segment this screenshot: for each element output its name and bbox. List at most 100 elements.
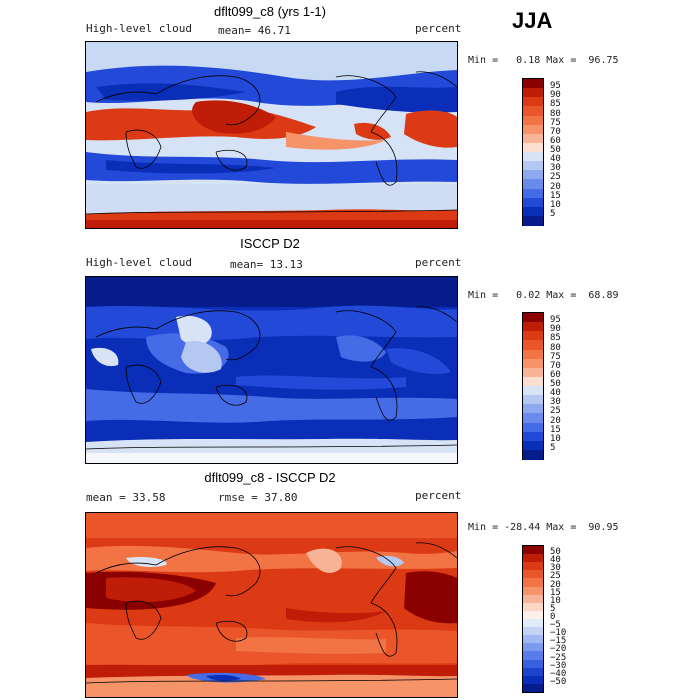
colorbar-tick-label: 0 (550, 612, 556, 622)
colorbar-tick-label: 50 (550, 547, 561, 558)
colorbar-swatch (523, 331, 543, 341)
colorbar-swatch (523, 675, 543, 685)
colorbar-swatch (523, 188, 543, 199)
panel1-colorbar: 95 90 85 80 75 70 60 50 40 30 25 20 15 10 5 (522, 78, 582, 226)
colorbar-tick-label: 60 (550, 369, 561, 380)
colorbar-tick-label: 90 (550, 324, 561, 335)
colorbar-tick-label: 95 (550, 315, 561, 326)
panel2-colorbar: 95 90 85 80 75 70 60 50 40 30 25 20 15 10 5 (522, 312, 582, 460)
colorbar-tick-label: 10 (550, 595, 561, 606)
panel1-variable-label: High-level cloud (86, 22, 192, 35)
colorbar-tick-label: 85 (550, 99, 561, 110)
colorbar-swatch (523, 422, 543, 433)
colorbar-swatch (523, 578, 543, 588)
colorbar-swatch (523, 106, 543, 116)
colorbar-swatch (523, 322, 543, 332)
colorbar-swatch (523, 683, 543, 693)
colorbar-tick-label: 5 (550, 442, 556, 453)
colorbar-tick-label: 30 (550, 563, 561, 574)
colorbar-swatch (523, 546, 543, 555)
colorbar-swatch (523, 610, 543, 620)
panel2-map (85, 276, 458, 464)
colorbar-swatch (523, 440, 543, 451)
colorbar-tick-label: 20 (550, 579, 561, 590)
colorbar-tick-label: 50 (550, 145, 561, 155)
colorbar-tick-label: 70 (550, 360, 561, 371)
colorbar-swatch (523, 643, 543, 652)
colorbar-swatch (523, 404, 543, 414)
colorbar-swatch (523, 602, 543, 612)
colorbar-swatch (523, 152, 543, 162)
colorbar-swatch (523, 340, 543, 350)
panel3-map (85, 512, 458, 698)
panel3-minmax: Min = -28.44 Max = 90.95 (468, 522, 619, 533)
colorbar-tick-label: 20 (550, 415, 561, 426)
colorbar-tick-label: −10 (550, 628, 567, 639)
colorbar-tick-label: 25 (550, 571, 561, 582)
colorbar-tick-label: 60 (550, 135, 561, 146)
panel1-title: dflt099_c8 (yrs 1-1) (214, 4, 326, 19)
colorbar-tick-label: 95 (550, 81, 561, 92)
colorbar-tick-label: 10 (550, 199, 561, 210)
panel2-mean-label: mean= 13.13 (230, 258, 303, 271)
colorbar-swatch (523, 594, 543, 604)
colorbar-swatch (523, 161, 543, 171)
colorbar-tick-label: −5 (550, 620, 561, 631)
colorbar-swatch (523, 197, 543, 208)
colorbar-tick-label: 40 (550, 555, 561, 566)
colorbar-swatch (523, 313, 543, 323)
season-label: JJA (512, 8, 553, 33)
colorbar-swatch (523, 115, 543, 126)
panel1-mean-label: mean= 46.71 (218, 24, 291, 37)
colorbar-tick-label: −30 (550, 660, 567, 671)
colorbar-tick-label: 25 (550, 406, 561, 417)
panel2-units-label: percent (415, 256, 462, 269)
panel3-rmse-label: rmse = 37.80 (218, 491, 298, 504)
colorbar-swatch (523, 395, 543, 405)
colorbar-tick-label: 15 (550, 587, 561, 598)
colorbar-swatch (523, 667, 543, 677)
colorbar-swatch (523, 206, 543, 217)
panel3-units-label: percent (415, 489, 462, 502)
colorbar-swatch (523, 79, 543, 89)
colorbar-swatch (523, 124, 543, 135)
colorbar-tick-label: 75 (550, 117, 561, 128)
colorbar-tick-label: 15 (550, 190, 561, 201)
colorbar-tick-label: 80 (550, 342, 561, 353)
colorbar-swatch (523, 376, 543, 387)
panel1-map (85, 41, 458, 229)
colorbar-swatch (523, 627, 543, 636)
colorbar-tick-label: −25 (550, 652, 567, 663)
colorbar-swatch (523, 133, 543, 144)
colorbar-tick-label: 75 (550, 351, 561, 362)
colorbar-tick-label: 40 (550, 154, 561, 165)
colorbar-tick-label: −50 (550, 676, 567, 687)
colorbar-tick-label: −20 (550, 644, 567, 655)
colorbar-tick-label: 30 (550, 397, 561, 408)
colorbar-swatch (523, 88, 543, 98)
colorbar-tick-label: 15 (550, 424, 561, 435)
panel2-minmax: Min = 0.02 Max = 68.89 (468, 290, 619, 301)
colorbar-tick-label: 50 (550, 379, 561, 389)
colorbar-swatch (523, 142, 543, 153)
colorbar-tick-label: 25 (550, 172, 561, 183)
panel2-title: ISCCP D2 (240, 236, 300, 251)
colorbar-tick-label: 20 (550, 181, 561, 192)
colorbar-swatch (523, 215, 543, 226)
colorbar-swatch (523, 431, 543, 442)
colorbar-swatch (523, 386, 543, 396)
panel2-variable-label: High-level cloud (86, 256, 192, 269)
panel1-units-label: percent (415, 22, 462, 35)
colorbar-swatch (523, 659, 543, 669)
colorbar-tick-label: 5 (550, 603, 556, 614)
colorbar-tick-label: 5 (550, 208, 556, 219)
colorbar-swatch (523, 97, 543, 107)
colorbar-swatch (523, 562, 543, 571)
colorbar-tick-label: 40 (550, 388, 561, 399)
panel1-minmax: Min = 0.18 Max = 96.75 (468, 55, 619, 66)
colorbar-swatch (523, 358, 543, 369)
colorbar-tick-label: 80 (550, 108, 561, 119)
colorbar-swatch (523, 413, 543, 423)
colorbar-tick-label: 70 (550, 126, 561, 137)
colorbar-swatch (523, 367, 543, 378)
